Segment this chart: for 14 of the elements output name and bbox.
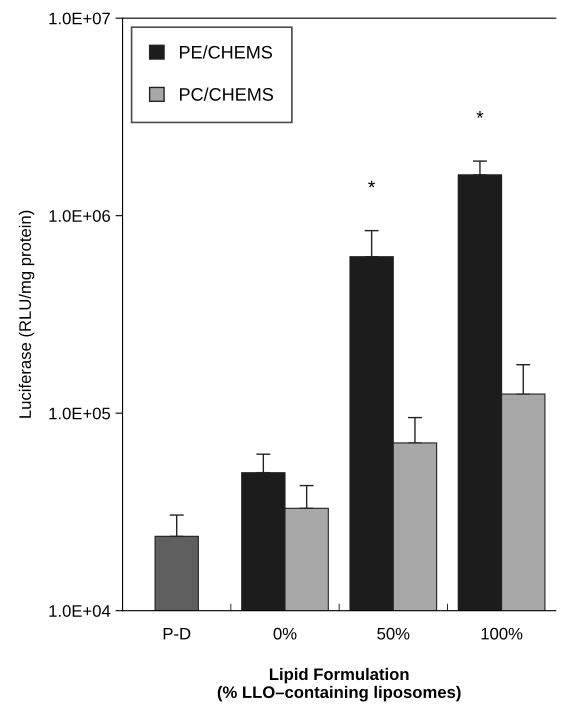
x-axis-title: Lipid Formulation (% LLO–containing liposomes) bbox=[218, 668, 461, 702]
x-tick-label: 0% bbox=[274, 628, 296, 640]
annotation: * bbox=[476, 111, 484, 118]
legend-label: PC/CHEMS bbox=[180, 88, 273, 101]
legend-label: PE/CHEMS bbox=[180, 45, 272, 59]
y-tick-label: 1.0E+07 bbox=[49, 12, 110, 24]
y-tick-label: 1.0E+05 bbox=[49, 408, 110, 420]
x-tick-label: P-D bbox=[164, 628, 190, 640]
x-tick-label: 50% bbox=[377, 628, 410, 640]
y-tick-label: 1.0E+06 bbox=[49, 210, 110, 222]
annotation: * bbox=[368, 180, 376, 188]
y-tick-label: 1.0E+04 bbox=[49, 605, 110, 617]
y-axis-title: Luciferase (RLU/mg protein) bbox=[18, 210, 34, 418]
x-tick-label: 100% bbox=[482, 628, 522, 640]
